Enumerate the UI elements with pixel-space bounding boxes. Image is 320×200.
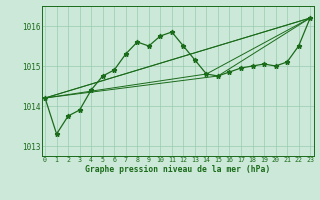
X-axis label: Graphe pression niveau de la mer (hPa): Graphe pression niveau de la mer (hPa) bbox=[85, 165, 270, 174]
